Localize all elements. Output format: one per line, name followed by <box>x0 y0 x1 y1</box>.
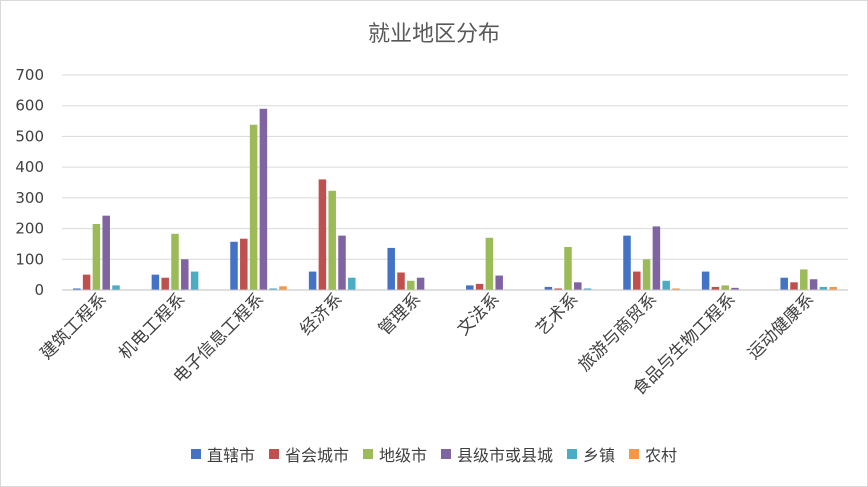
bar <box>259 108 268 291</box>
legend-item: 农村 <box>629 442 677 466</box>
x-tick-label: 建筑工程系 <box>37 289 111 363</box>
bar <box>240 238 248 290</box>
legend-label: 省会城市 <box>284 446 349 465</box>
bar <box>731 287 739 290</box>
legend-swatch <box>268 449 279 459</box>
legend-item: 地级市 <box>362 442 427 466</box>
bar <box>800 269 808 290</box>
bar <box>230 241 238 290</box>
x-tick-label: 旅游与商贸系 <box>575 289 661 375</box>
bar <box>466 285 474 290</box>
bar <box>318 179 327 290</box>
bar <box>652 226 661 290</box>
x-tick-label: 文法系 <box>454 289 504 339</box>
bar <box>554 288 562 290</box>
legend-label: 乡镇 <box>583 446 616 465</box>
bar <box>112 285 120 290</box>
bar <box>249 124 258 290</box>
legend-label: 农村 <box>645 446 678 465</box>
y-tick-label: 600 <box>15 97 44 115</box>
bar <box>701 271 710 290</box>
bar <box>387 247 395 290</box>
y-tick-label: 200 <box>15 220 44 238</box>
bar <box>711 286 720 290</box>
bar <box>269 288 277 290</box>
legend-label: 县级市或县城 <box>457 446 554 465</box>
x-tick-label: 经济系 <box>296 289 346 339</box>
x-tick-label: 艺术系 <box>532 289 582 339</box>
legend-swatch <box>567 449 578 459</box>
bar <box>82 274 91 290</box>
bar <box>151 274 160 290</box>
bar <box>790 282 798 290</box>
legend-label: 直辖市 <box>206 446 255 465</box>
bar <box>181 259 189 290</box>
bar <box>633 271 641 290</box>
legend-item: 乡镇 <box>567 442 615 466</box>
legend-swatch <box>629 449 640 459</box>
bar <box>416 277 425 290</box>
bar <box>672 288 680 290</box>
bar <box>475 283 484 290</box>
legend-swatch <box>190 449 201 459</box>
bar <box>819 286 828 290</box>
bar <box>338 235 346 290</box>
bar <box>279 286 287 290</box>
bar <box>485 237 494 290</box>
chart-legend: 直辖市 省会城市 地级市 县级市或县城 乡镇 农村 <box>0 442 868 466</box>
bar <box>397 272 405 290</box>
bar <box>721 285 729 290</box>
bar <box>407 280 415 290</box>
x-tick-label: 机电工程系 <box>115 289 189 363</box>
bar <box>308 271 317 290</box>
bar <box>780 277 788 290</box>
bar <box>583 288 592 290</box>
legend-swatch <box>362 449 373 459</box>
bar <box>171 233 179 290</box>
y-tick-label: 0 <box>34 281 44 299</box>
bar <box>662 280 670 290</box>
chart-title: 就业地区分布 <box>367 22 500 47</box>
bar <box>73 288 81 290</box>
bar <box>495 275 503 290</box>
bar <box>328 190 336 290</box>
legend-swatch <box>441 449 451 459</box>
bar <box>102 215 110 290</box>
legend-item: 县级市或县城 <box>441 442 553 466</box>
bar <box>544 286 553 290</box>
bar <box>829 286 837 290</box>
legend-item: 直辖市 <box>190 442 255 466</box>
bar <box>623 235 631 290</box>
y-tick-label: 500 <box>15 127 44 145</box>
y-tick-label: 300 <box>15 189 44 207</box>
bar <box>161 277 169 290</box>
x-tick-label: 运动健康系 <box>744 289 818 363</box>
y-tick-label: 100 <box>15 250 44 268</box>
legend-item: 省会城市 <box>268 442 349 466</box>
y-tick-label: 700 <box>15 66 44 84</box>
bar <box>642 259 651 290</box>
bar <box>574 282 582 290</box>
bar <box>564 247 572 290</box>
legend-label: 地级市 <box>378 446 427 465</box>
bar <box>92 223 101 290</box>
bar <box>190 271 199 290</box>
bar <box>809 279 818 290</box>
bar <box>348 277 356 290</box>
x-tick-label: 管理系 <box>375 289 425 339</box>
y-tick-label: 400 <box>15 158 44 176</box>
